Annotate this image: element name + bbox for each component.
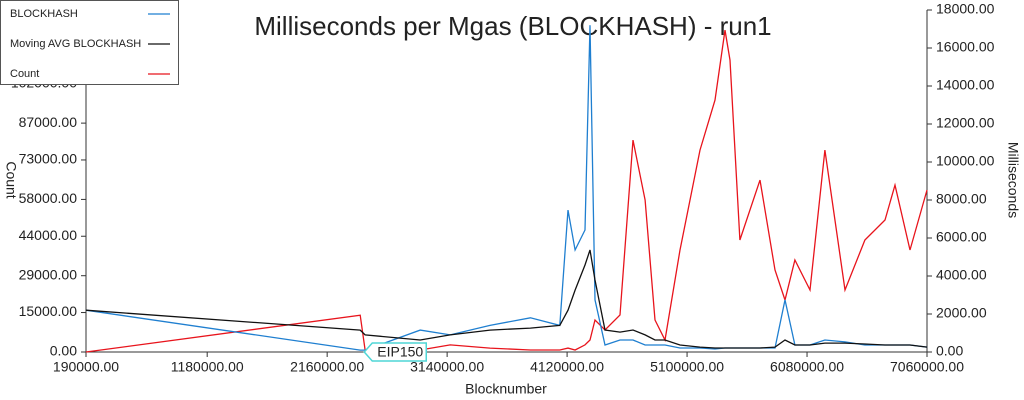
legend-label: Count (10, 68, 39, 80)
series-line (85, 29, 928, 353)
x-tick-label: 1180000.00 (171, 359, 244, 375)
x-tick-label: 4120000.00 (530, 359, 604, 375)
annotation: EIP150 (363, 342, 428, 362)
legend-label: BLOCKHASH (10, 8, 78, 20)
x-tick-label: 5100000.00 (650, 359, 724, 375)
legend: BLOCKHASH Moving AVG BLOCKHASH Count (0, 0, 179, 85)
y-tick-label: 58000.00 (19, 190, 78, 206)
x-tick-label: 3140000.00 (410, 359, 484, 375)
x-axis-label: Blocknumber (465, 381, 547, 397)
y2-tick-label: 10000.00 (936, 153, 995, 169)
y2-tick-label: 6000.00 (936, 229, 987, 245)
series-line (85, 25, 928, 351)
y2-tick-label: 8000.00 (936, 191, 987, 207)
annotation-label: EIP150 (377, 344, 423, 360)
y2-tick-label: 4000.00 (936, 267, 987, 283)
x-tick-label: 2160000.00 (290, 359, 364, 375)
y2-axis-label: Milliseconds (1005, 142, 1021, 218)
chart-title: Milliseconds per Mgas (BLOCKHASH) - run1 (254, 11, 771, 41)
y2-tick-label: 14000.00 (936, 77, 995, 93)
y-tick-label: 0.00 (50, 343, 77, 359)
y2-tick-label: 16000.00 (936, 39, 995, 55)
x-tick-label: 6080000.00 (770, 359, 844, 375)
y2-tick-label: 2000.00 (936, 305, 987, 321)
x-tick-label: 7060000.00 (890, 359, 964, 375)
y-tick-label: 73000.00 (19, 151, 78, 167)
y-tick-label: 44000.00 (19, 227, 78, 243)
annotation-box (363, 342, 428, 362)
y2-tick-label: 12000.00 (936, 115, 995, 131)
y2-tick-label: 0.00 (936, 343, 963, 359)
y-tick-label: 15000.00 (19, 303, 78, 319)
y-tick-label: 29000.00 (19, 266, 78, 282)
series-line (85, 249, 928, 349)
y-tick-label: 87000.00 (19, 114, 78, 130)
legend-label: Moving AVG BLOCKHASH (10, 38, 141, 50)
x-tick-label: 190000.00 (53, 359, 119, 375)
y2-tick-label: 18000.00 (936, 1, 995, 17)
y-axis-label: Count (3, 161, 19, 198)
